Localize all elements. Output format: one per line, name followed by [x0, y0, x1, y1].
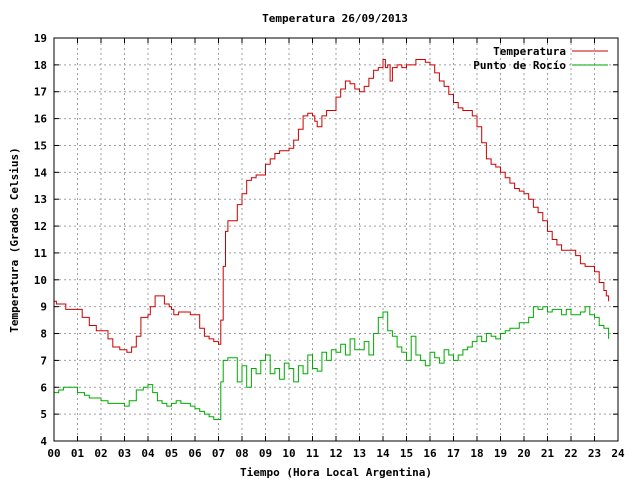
y-tick-label: 10	[34, 274, 47, 287]
chart-title: Temperatura 26/09/2013	[262, 12, 408, 25]
x-tick-label: 03	[118, 447, 131, 460]
x-tick-label: 12	[329, 447, 342, 460]
x-tick-label: 22	[564, 447, 577, 460]
series-layer	[54, 59, 610, 420]
y-tick-label: 7	[40, 354, 47, 367]
y-tick-label: 19	[34, 32, 47, 45]
y-axis-label: Temperatura (Grados Celsius)	[8, 147, 21, 332]
x-tick-label: 05	[165, 447, 178, 460]
x-tick-label: 23	[588, 447, 601, 460]
x-tick-label: 00	[47, 447, 60, 460]
x-tick-label: 19	[494, 447, 507, 460]
x-tick-label: 06	[188, 447, 202, 460]
x-tick-label: 14	[376, 447, 390, 460]
y-tick-label: 13	[34, 193, 47, 206]
y-tick-label: 11	[34, 247, 48, 260]
y-tick-label: 18	[34, 59, 47, 72]
tick-layer: 00 01 02 03 04 05 06 07 08 09 10 11 12 13 14 15 16 17 18 19…	[34, 32, 625, 460]
series-line-punto-de-rocio	[54, 306, 610, 420]
x-tick-label: 11	[306, 447, 320, 460]
y-tick-label: 14	[34, 166, 48, 179]
x-tick-label: 20	[517, 447, 530, 460]
y-tick-label: 12	[34, 220, 47, 233]
x-tick-label: 15	[400, 447, 413, 460]
x-tick-label: 08	[235, 447, 248, 460]
series-line-temperatura	[54, 59, 610, 353]
x-tick-label: 16	[423, 447, 437, 460]
x-tick-label: 09	[259, 447, 272, 460]
x-tick-label: 13	[353, 447, 366, 460]
y-tick-label: 8	[40, 328, 47, 341]
y-tick-label: 9	[40, 301, 47, 314]
legend-label: Punto de Rocío	[473, 59, 566, 72]
x-tick-label: 01	[71, 447, 85, 460]
x-tick-label: 24	[611, 447, 625, 460]
y-tick-label: 15	[34, 139, 47, 152]
x-tick-label: 04	[141, 447, 155, 460]
x-tick-label: 17	[447, 447, 460, 460]
x-tick-label: 02	[94, 447, 107, 460]
y-tick-label: 17	[34, 86, 47, 99]
y-tick-label: 4	[40, 435, 47, 448]
x-tick-label: 21	[541, 447, 555, 460]
x-tick-label: 18	[470, 447, 483, 460]
y-tick-label: 5	[40, 408, 47, 421]
x-tick-label: 07	[212, 447, 225, 460]
legend-label: Temperatura	[493, 45, 566, 58]
y-tick-label: 6	[40, 381, 47, 394]
x-tick-label: 10	[282, 447, 295, 460]
x-axis-label: Tiempo (Hora Local Argentina)	[240, 466, 432, 479]
y-tick-label: 16	[34, 113, 48, 126]
